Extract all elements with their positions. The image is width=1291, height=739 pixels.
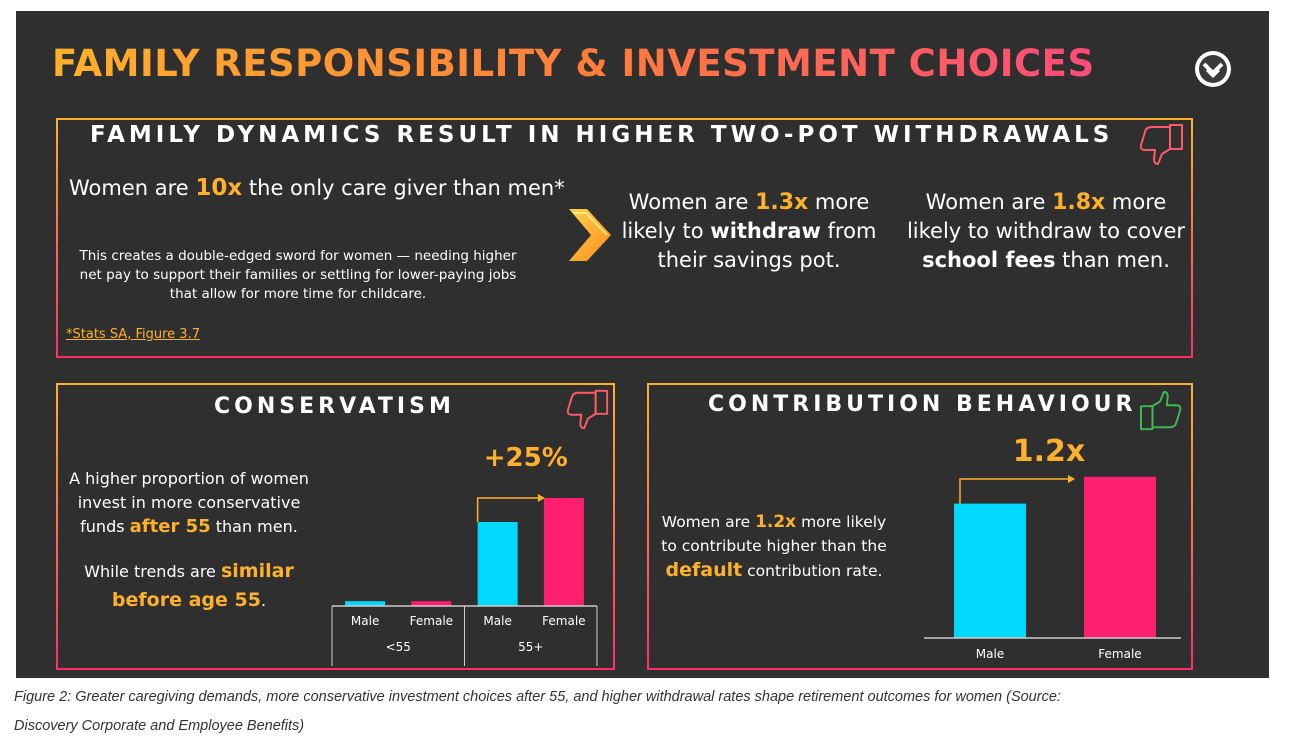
similar-line2b: . (260, 591, 267, 610)
contribution-line1a: Women are (661, 513, 756, 531)
similar-trends-text: While trends are similar before age 55. (74, 557, 304, 615)
growth-arrow (476, 497, 538, 522)
withdraw-stat-post: more (808, 190, 870, 214)
thumbs-up-icon (1140, 390, 1182, 431)
family-dynamics-panel (56, 118, 1193, 358)
main-title: FAMILY RESPONSIBILITY & INVESTMENT CHOIC… (52, 42, 1095, 85)
school-fees-stat-line3b: than men. (1055, 248, 1170, 272)
conservatism-heading: CONSERVATISM (214, 394, 455, 419)
school-fees-stat-pre: Women are (925, 190, 1053, 214)
family-dynamics-heading: FAMILY DYNAMICS RESULT IN HIGHER TWO-POT… (90, 122, 1114, 148)
growth-annotation: 1.2x (1013, 434, 1086, 469)
group-label: 55+ (518, 640, 543, 654)
contribution-line1c: more likely (796, 513, 887, 531)
withdraw-stat-line2c: from (820, 219, 877, 243)
infographic: FAMILY RESPONSIBILITY & INVESTMENT CHOIC… (16, 11, 1269, 678)
contribution-line3b: contribution rate. (742, 562, 883, 580)
caregiver-stat: Women are 10x the only care giver than m… (69, 175, 565, 201)
similar-line1a: While trends are (84, 562, 221, 581)
similar-line1b: similar (220, 560, 294, 582)
growth-annotation: +25% (484, 443, 568, 473)
tick-label: Female (410, 614, 453, 628)
conservative-line3c: than men. (210, 517, 298, 536)
school-fees-stat-line2: likely to withdraw to cover (906, 219, 1186, 243)
double-edged-sword-text: This creates a double-edged sword for wo… (79, 248, 517, 302)
group-label: <55 (386, 640, 411, 654)
bar-female-under55 (411, 601, 452, 606)
discovery-logo-icon (1195, 51, 1231, 87)
conservatism-bar-chart: Male Female Male Female <55 55+ +25% (331, 443, 598, 666)
growth-arrow-head (537, 494, 545, 502)
caregiver-stat-pre: Women are (69, 176, 196, 200)
school-fees-stat-value: 1.8x (1052, 190, 1106, 215)
school-fees-stat-line3a: school fees (922, 248, 1056, 272)
bar-female-over55 (543, 498, 584, 606)
withdraw-stat-value: 1.3x (755, 190, 809, 215)
conservatism-panel (56, 383, 615, 670)
tick-label: Male (976, 647, 1004, 661)
withdraw-stat: Women are 1.3x more likely to withdraw f… (614, 188, 884, 275)
withdraw-stat-line2b: withdraw (710, 219, 821, 243)
contribution-heading: CONTRIBUTION BEHAVIOUR (708, 392, 1137, 417)
chevron-right-icon (569, 209, 611, 261)
figure-caption: Figure 2: Greater caregiving demands, mo… (14, 689, 1061, 734)
similar-line2a: before age 55 (111, 589, 261, 611)
contribution-line1b: 1.2x (755, 512, 797, 532)
conservative-funds-text: A higher proportion of women invest in m… (64, 467, 314, 539)
tick-label: Female (1098, 647, 1141, 661)
tick-label: Male (351, 614, 379, 628)
contribution-bar-chart: Male Female 1.2x (924, 434, 1181, 661)
withdraw-stat-pre: Women are (628, 190, 756, 214)
bar-female (1084, 476, 1156, 638)
bar-male-under55 (345, 601, 386, 606)
growth-arrow (959, 478, 1068, 504)
school-fees-stat-post: more (1105, 190, 1167, 214)
caregiver-stat-value: 10x (195, 175, 243, 201)
conservative-line3a: funds (80, 517, 130, 536)
conservative-line1: A higher proportion of women (69, 469, 309, 488)
conservative-line3b: after 55 (129, 516, 211, 537)
caregiver-stat-post: the only care giver than men* (242, 176, 565, 200)
thumbs-down-icon (566, 389, 609, 430)
bar-male (954, 503, 1026, 638)
tick-label: Male (483, 614, 511, 628)
tick-label: Female (542, 614, 585, 628)
conservative-line2: invest in more conservative (77, 493, 301, 512)
contribution-line3a: default (665, 559, 743, 581)
stats-sa-footnote[interactable]: *Stats SA, Figure 3.7 (66, 327, 200, 342)
bar-male-over55 (477, 522, 518, 606)
contribution-line2: to contribute higher than the (661, 537, 887, 555)
withdraw-stat-line3: their savings pot. (657, 248, 841, 272)
thumbs-down-icon (1139, 124, 1183, 165)
withdraw-stat-line2a: likely to (621, 219, 711, 243)
growth-arrow-head (1068, 475, 1075, 483)
school-fees-stat: Women are 1.8x more likely to withdraw t… (896, 188, 1196, 275)
contribution-text: Women are 1.2x more likely to contribute… (654, 510, 894, 583)
